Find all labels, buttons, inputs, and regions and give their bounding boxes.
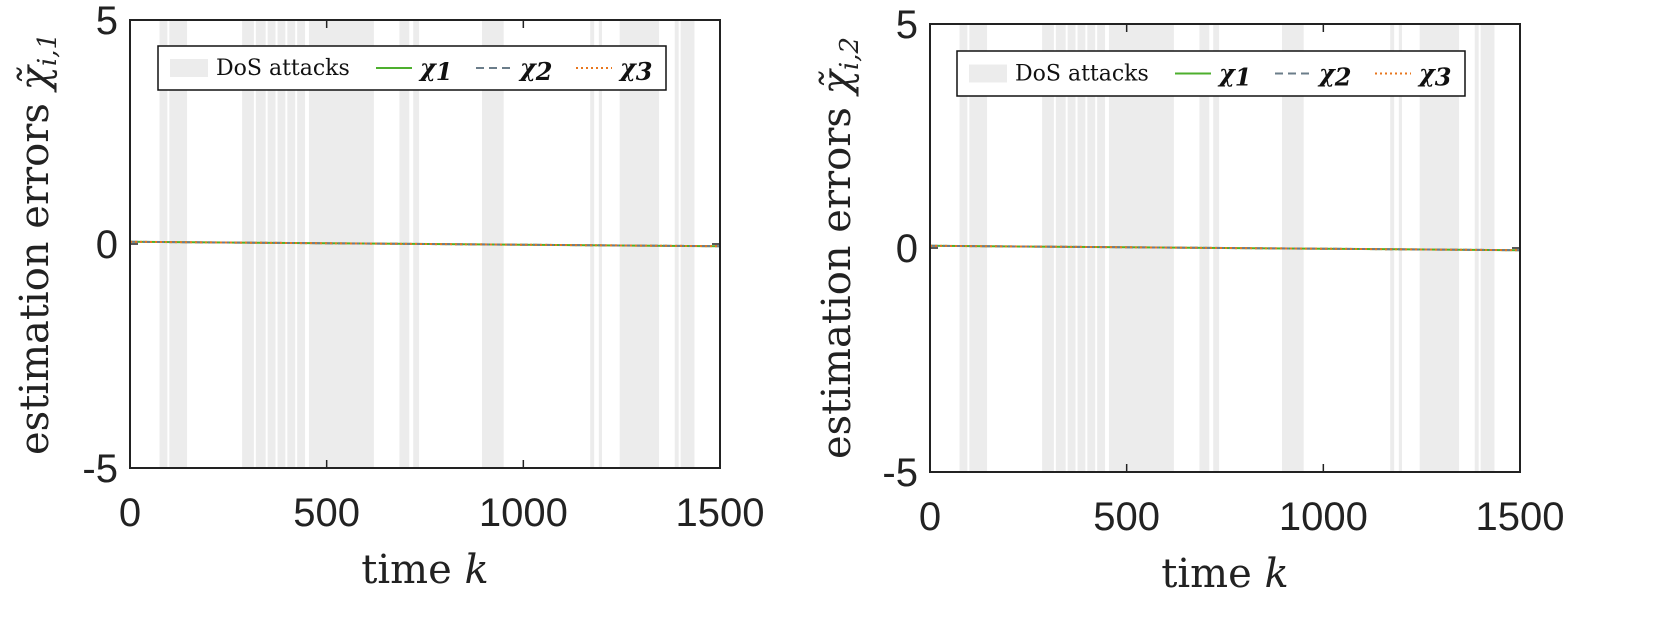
dos-band xyxy=(1398,24,1402,472)
dos-band xyxy=(1390,24,1395,472)
legend: DoS attacks χ1 χ2 χ3 xyxy=(157,45,667,91)
legend-symbol: χ xyxy=(618,53,637,82)
x-axis-label: time k xyxy=(361,547,488,593)
legend-symbol: χ xyxy=(1417,59,1436,88)
x-axis-label: time k xyxy=(1161,551,1288,597)
dos-band xyxy=(1419,24,1460,472)
x-axis-label-space xyxy=(452,547,465,593)
legend-label-series-1: χ1 xyxy=(1217,59,1252,92)
dos-band xyxy=(598,20,602,468)
y-axis-label-text: estimation errors xyxy=(12,103,58,455)
legend-symbol: χ xyxy=(1317,59,1336,88)
x-axis-label-text: time xyxy=(1161,551,1251,597)
dos-band xyxy=(1055,24,1066,472)
dos-band xyxy=(242,20,254,468)
x-axis-label-text: time xyxy=(361,547,451,593)
y-tick-label: 0 xyxy=(96,223,118,267)
legend-label-dos: DoS attacks xyxy=(1015,62,1149,87)
y-tick-label: 5 xyxy=(896,3,918,47)
legend-label-series-2: χ2 xyxy=(1317,59,1352,92)
legend-symbol: χ xyxy=(1217,59,1236,88)
dos-band xyxy=(674,20,679,468)
legend-subscript: 2 xyxy=(1334,63,1352,92)
dos-band xyxy=(277,20,286,468)
legend-subscript: 2 xyxy=(535,57,553,86)
x-tick-label: 500 xyxy=(293,491,360,535)
x-tick-label: 1000 xyxy=(479,491,568,535)
x-axis-label-var: k xyxy=(464,547,488,593)
legend-label-series-3: χ3 xyxy=(618,53,653,86)
legend-swatch-dos xyxy=(170,59,208,77)
x-tick-label: 1500 xyxy=(1476,495,1565,539)
legend-symbol: χ xyxy=(418,53,437,82)
y-axis-label: estimation errors χ̃i,2 xyxy=(814,37,865,459)
dos-band xyxy=(255,20,266,468)
x-axis-label-space xyxy=(1252,551,1265,597)
legend-subscript: 3 xyxy=(1435,63,1452,92)
dos-band xyxy=(959,24,968,472)
legend-subscript: 1 xyxy=(436,57,453,86)
legend-label-series-2: χ2 xyxy=(518,53,553,86)
series-line-2 xyxy=(129,240,721,248)
series-line-3 xyxy=(129,240,721,248)
legend: DoS attacks χ1 χ2 χ3 xyxy=(956,50,1466,97)
dos-band xyxy=(590,20,595,468)
dos-band xyxy=(169,20,188,468)
x-axis-label-var: k xyxy=(1264,551,1288,597)
dos-band xyxy=(1474,24,1479,472)
x-tick-label: 1500 xyxy=(676,491,765,535)
legend-swatch-dos xyxy=(969,64,1007,83)
y-axis-label-subscript: i,1 xyxy=(33,33,63,66)
dos-bands xyxy=(959,24,1495,472)
dos-band xyxy=(680,20,695,468)
dos-band xyxy=(969,24,988,472)
dos-band xyxy=(159,20,168,468)
y-axis-label-symbol: χ̃ xyxy=(814,67,860,97)
legend-label-series-1: χ1 xyxy=(418,53,453,86)
dos-band xyxy=(1067,24,1076,472)
y-tick-label: 0 xyxy=(896,227,918,271)
y-axis-label: estimation errors χ̃i,1 xyxy=(12,33,63,455)
x-tick-label: 0 xyxy=(919,495,941,539)
x-tick-label: 0 xyxy=(119,491,141,535)
legend-label-series-3: χ3 xyxy=(1417,59,1452,92)
y-axis-label-subscript: i,2 xyxy=(835,37,865,70)
x-tick-label: 1000 xyxy=(1279,495,1368,539)
dos-band xyxy=(1480,24,1495,472)
y-axis-label-space xyxy=(814,94,860,107)
y-tick-label: -5 xyxy=(82,447,118,491)
series-line-2 xyxy=(929,244,1521,252)
y-axis-label-space xyxy=(12,90,58,103)
x-tick-label: 500 xyxy=(1093,495,1160,539)
y-tick-label: 5 xyxy=(96,0,118,43)
dos-band xyxy=(267,20,276,468)
y-axis-label-text: estimation errors xyxy=(814,107,860,459)
dos-band xyxy=(619,20,660,468)
y-tick-label: -5 xyxy=(882,451,918,495)
legend-subscript: 3 xyxy=(636,57,653,86)
dos-band xyxy=(1077,24,1086,472)
legend-symbol: χ xyxy=(518,53,537,82)
legend-label-dos: DoS attacks xyxy=(216,56,350,81)
legend-subscript: 1 xyxy=(1235,63,1252,92)
y-axis-label-symbol: χ̃ xyxy=(12,63,58,93)
series-line-3 xyxy=(929,244,1521,252)
dos-band xyxy=(1042,24,1054,472)
